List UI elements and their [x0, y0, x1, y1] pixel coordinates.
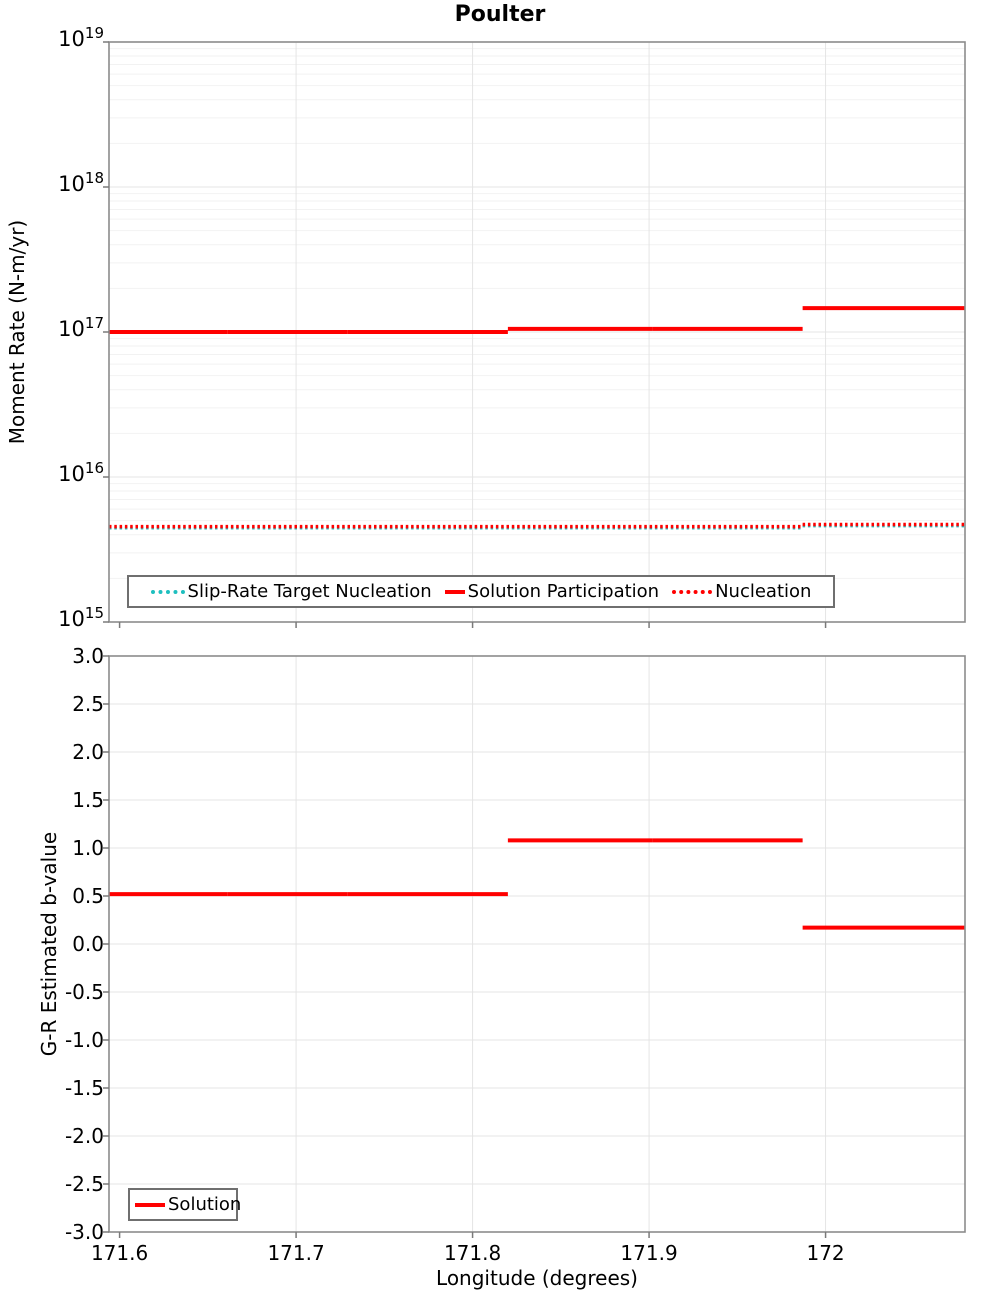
- y-tick-label: -2.0: [64, 1124, 104, 1148]
- page-title: Poulter: [454, 2, 546, 27]
- legend-item-solution-participation: Solution Participation: [444, 581, 660, 602]
- y-tick-label: 1.5: [72, 788, 104, 812]
- axis-ticks: [103, 41, 827, 628]
- solution-participation-line-swatch: [444, 589, 465, 594]
- series-nucleation: [109, 522, 965, 529]
- y-tick-label: -1.5: [64, 1076, 104, 1100]
- x-tick-label: 171.8: [443, 1241, 502, 1265]
- major-gridlines: [109, 655, 965, 1233]
- legend-item-slip-rate-target: Slip-Rate Target Nucleation: [150, 581, 432, 602]
- y-tick-label: 0.5: [72, 884, 104, 908]
- legend-label-solution-participation: Solution Participation: [467, 581, 660, 602]
- x-tick-label: 172: [806, 1241, 845, 1265]
- x-tick-label: 171.9: [620, 1241, 678, 1265]
- y-tick-label: 1.0: [72, 836, 104, 860]
- axis-ticks: [103, 655, 827, 1238]
- legend-item-nucleation: Nucleation: [672, 581, 811, 602]
- y-tick-label: 2.0: [72, 740, 104, 764]
- y-tick-label: 2.5: [72, 692, 104, 716]
- legend-item-solution: Solution: [135, 1194, 241, 1215]
- nucleation-line-swatch: [672, 589, 713, 594]
- minor-gridlines: [109, 48, 965, 579]
- y-tick-label: 1019: [58, 24, 104, 52]
- moment-rate-legend: Slip-Rate Target Nucleation Solution Par…: [127, 575, 835, 608]
- b-value-legend: Solution: [128, 1188, 241, 1221]
- longitude-axis-label: Longitude (degrees): [436, 1266, 638, 1290]
- y-tick-label: -2.5: [64, 1172, 104, 1196]
- series-solution-participation: [109, 306, 965, 334]
- y-tick-label: 3.0: [72, 644, 104, 668]
- y-tick-label: 1015: [58, 604, 104, 632]
- y-tick-label: 1018: [58, 169, 104, 197]
- slip-rate-target-line-swatch: [150, 589, 185, 594]
- y-tick-label: -1.0: [64, 1028, 104, 1052]
- y-tick-label: 0.0: [72, 932, 104, 956]
- solution-line-swatch: [135, 1202, 165, 1207]
- y-tick-label: -0.5: [64, 980, 104, 1004]
- plot-b-value: [103, 655, 966, 1238]
- legend-label-nucleation: Nucleation: [715, 581, 812, 602]
- y-tick-label: 1017: [58, 314, 104, 342]
- plot-moment-rate: [103, 41, 966, 628]
- y-tick-label: 1016: [58, 459, 104, 487]
- legend-label-slip-rate-target: Slip-Rate Target Nucleation: [187, 581, 432, 602]
- series-solution: [109, 838, 965, 930]
- x-tick-label: 171.6: [90, 1241, 149, 1265]
- y-tick-label: -3.0: [64, 1220, 104, 1244]
- x-tick-label: 171.7: [267, 1241, 325, 1265]
- legend-label-solution: Solution: [168, 1194, 242, 1215]
